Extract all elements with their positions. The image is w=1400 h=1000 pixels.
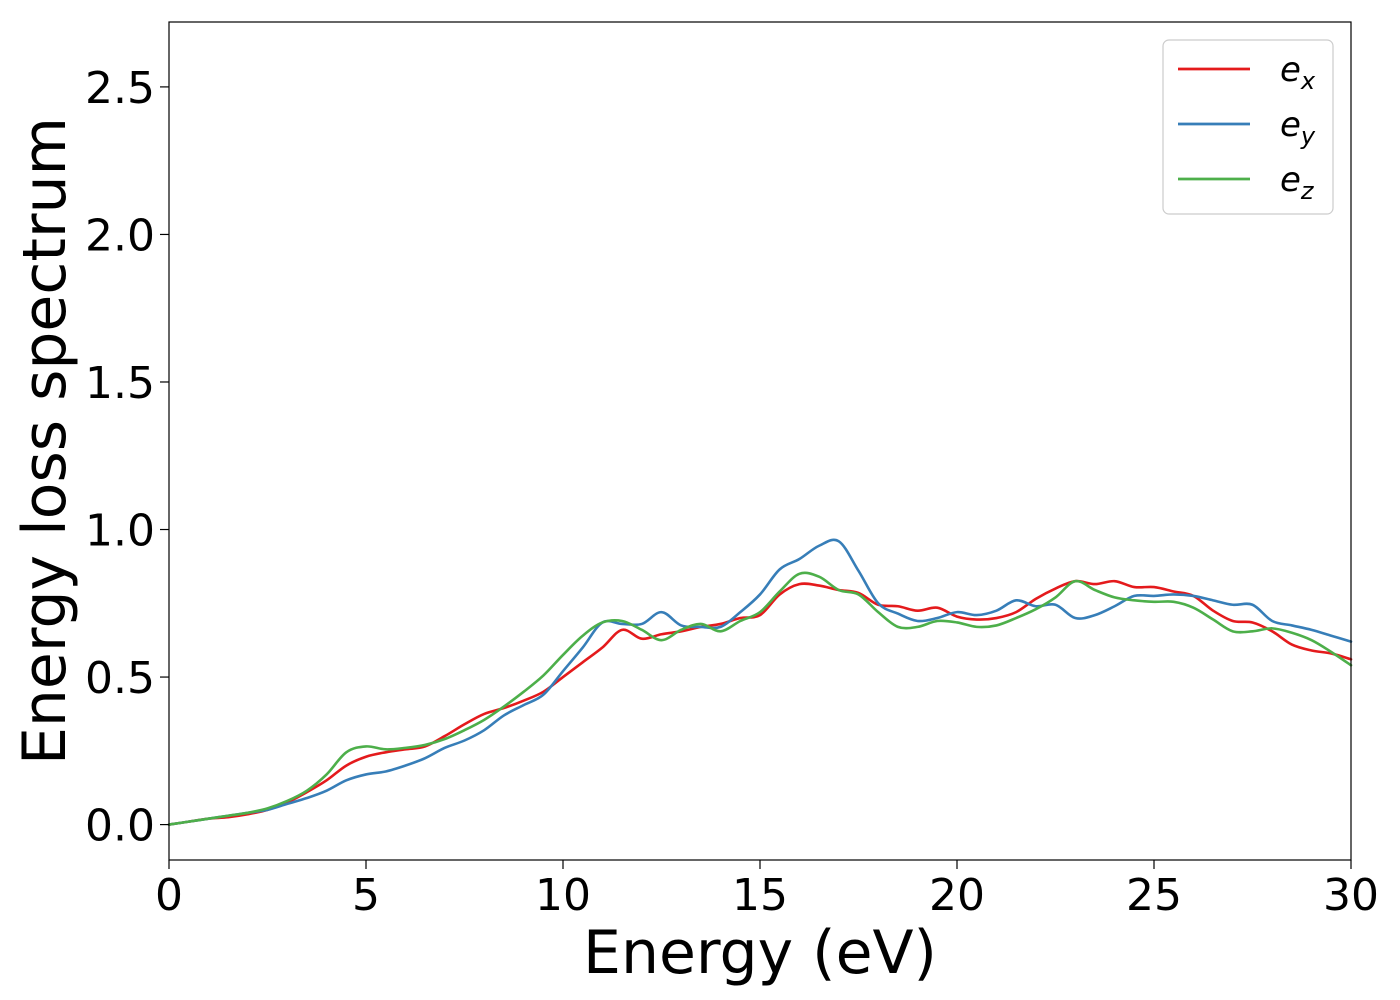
series-line-e-z — [167, 571, 1353, 826]
y-tick-label: 1.0 — [85, 506, 155, 557]
legend-label-base: e — [1280, 160, 1301, 200]
y-tick-label: 0.0 — [85, 801, 155, 852]
series-layer — [167, 538, 1353, 826]
plot-area — [167, 21, 1353, 861]
legend-label-base: e — [1280, 50, 1301, 90]
x-tick-label: 0 — [155, 870, 183, 921]
series-line-e-y — [167, 538, 1353, 826]
y-tick-label: 2.0 — [85, 210, 155, 261]
x-tick-label: 5 — [352, 870, 380, 921]
legend-label-e-y: ey — [1280, 105, 1316, 150]
x-tick-label: 25 — [1126, 870, 1182, 921]
x-tick-label: 30 — [1323, 870, 1379, 921]
legend-label-e-z: ez — [1280, 160, 1315, 205]
legend-label-e-x: ex — [1280, 50, 1316, 95]
y-tick-label: 0.5 — [85, 653, 155, 704]
y-tick-label: 1.5 — [85, 358, 155, 409]
series-line-e-x — [167, 579, 1353, 826]
legend-label-base: e — [1280, 105, 1301, 145]
y-axis-title: Energy loss spectrum — [10, 117, 80, 765]
legend-frame — [1162, 39, 1334, 215]
x-axis: 0 5 10 15 20 25 30 — [155, 860, 1379, 921]
legend-label-subscript: y — [1300, 122, 1316, 150]
x-tick-label: 20 — [929, 870, 985, 921]
y-tick-label: 2.5 — [85, 63, 155, 114]
y-axis: 0.0 0.5 1.0 1.5 2.0 2.5 — [85, 63, 169, 852]
x-tick-label: 15 — [732, 870, 788, 921]
legend-label-subscript: z — [1300, 177, 1315, 205]
legend-label-subscript: x — [1300, 67, 1316, 95]
x-axis-title: Energy (eV) — [583, 918, 937, 988]
x-tick-label: 10 — [535, 870, 591, 921]
